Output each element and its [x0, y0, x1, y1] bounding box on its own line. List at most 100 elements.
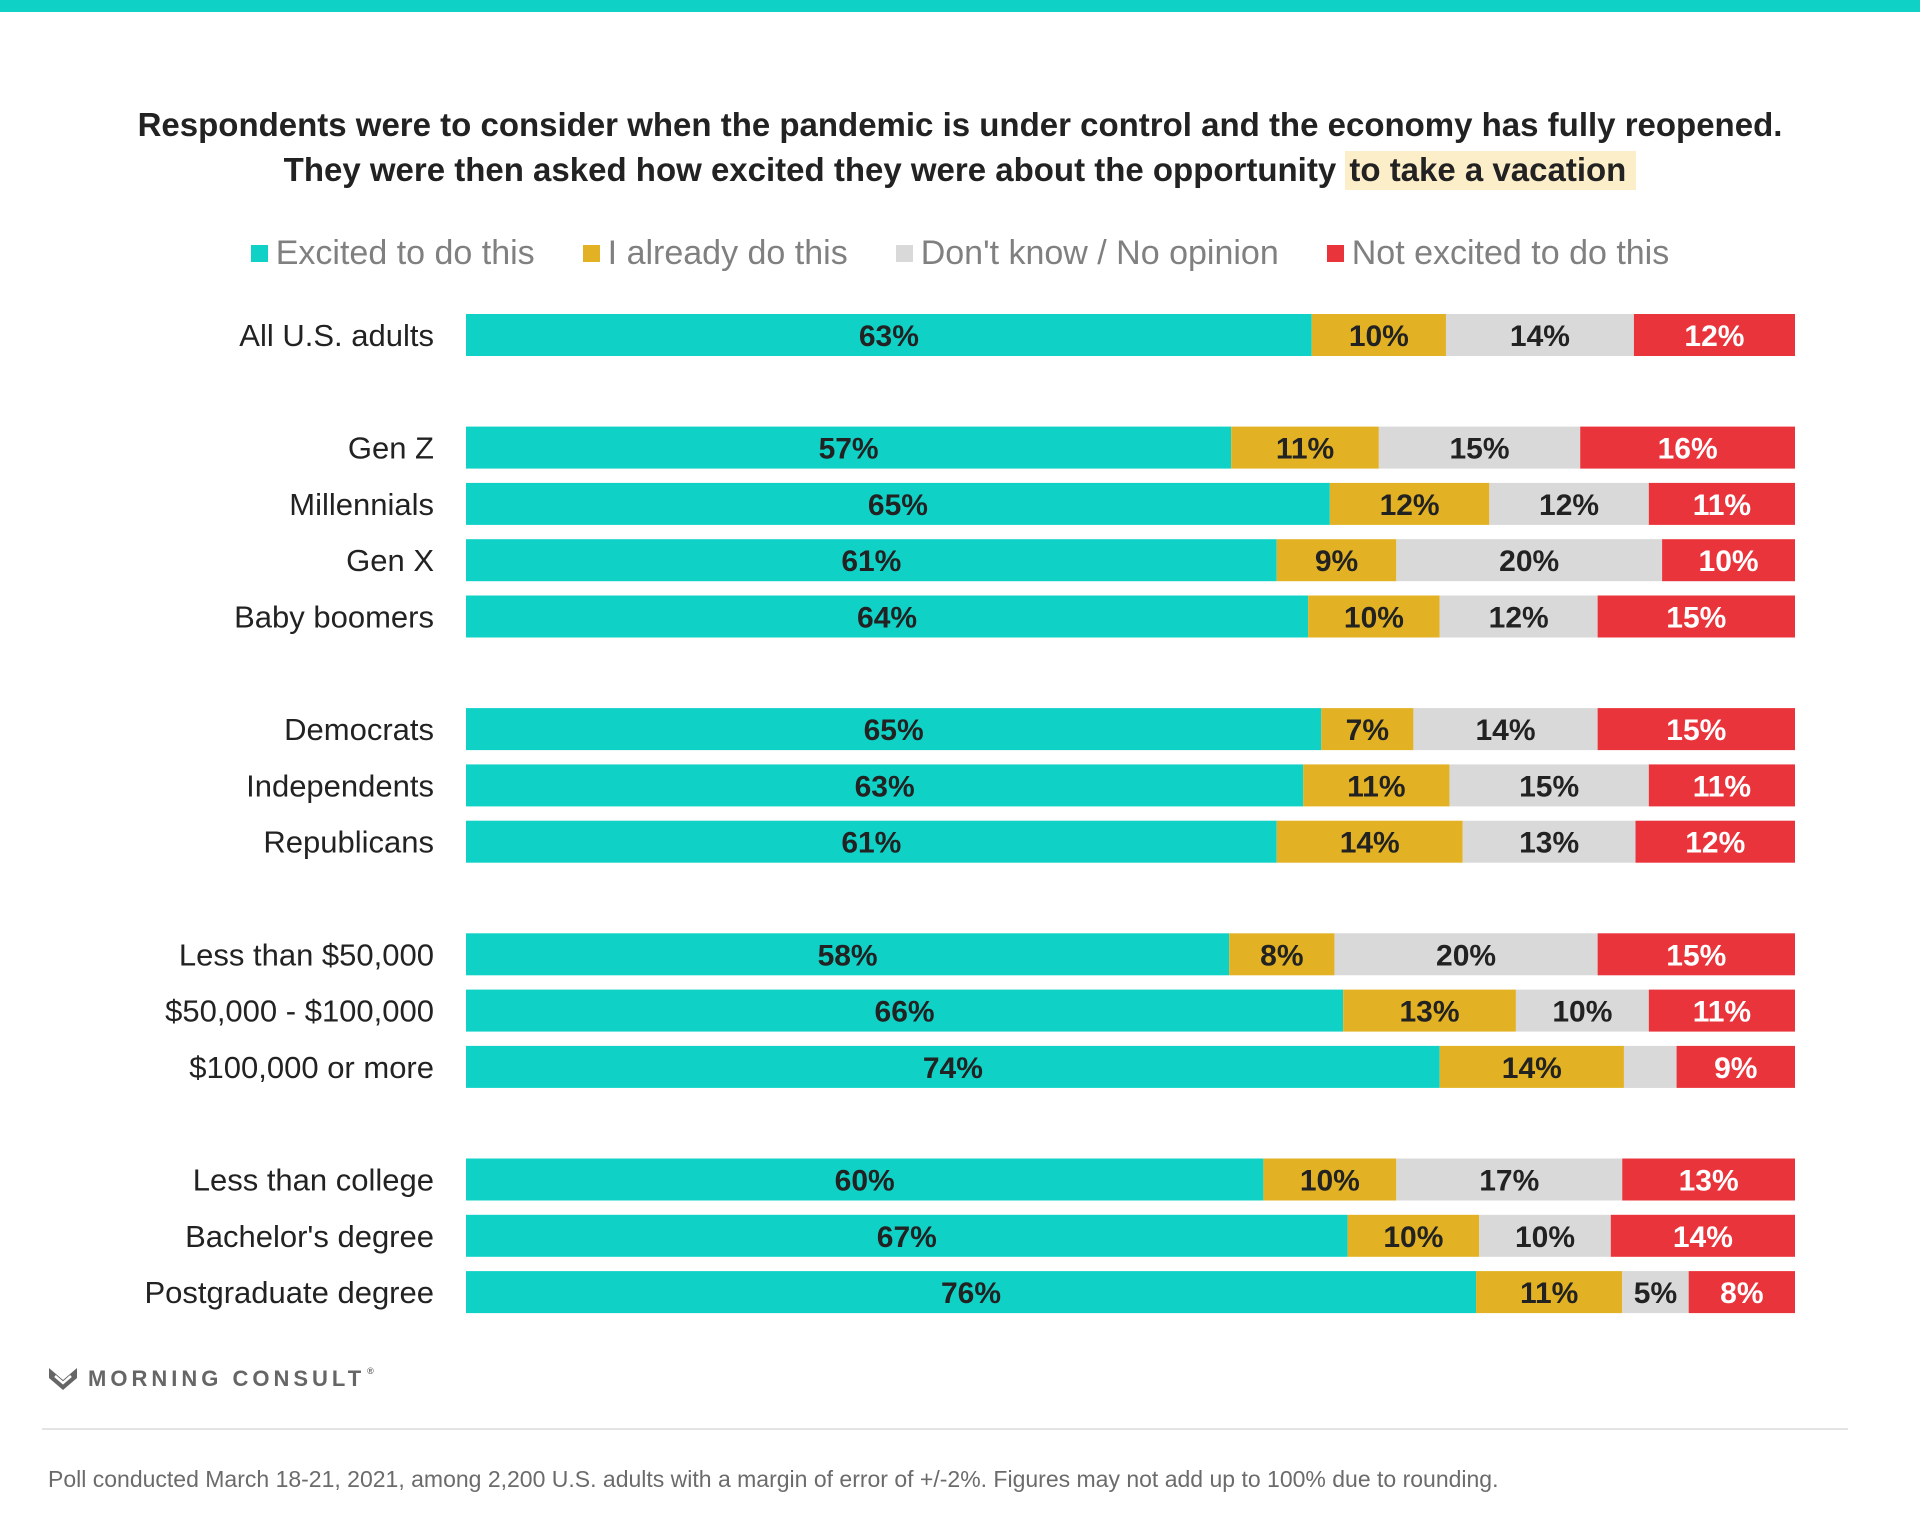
data-label: 12% — [1684, 320, 1744, 353]
legend-item-not-excited: Not excited to do this — [1326, 234, 1669, 273]
data-label: 63% — [855, 770, 915, 803]
bar-segment-i-already-do-this — [1263, 1158, 1397, 1201]
data-label: 14% — [1340, 827, 1400, 860]
category-label: Postgraduate degree — [144, 1275, 434, 1310]
category-label: Gen Z — [348, 431, 434, 466]
bar-segment-not-excited-to-do-this — [1648, 989, 1795, 1032]
data-label: 15% — [1450, 433, 1510, 466]
data-label: 65% — [868, 489, 928, 522]
data-label: 65% — [864, 714, 924, 747]
logo-wordmark: MORNING CONSULT — [88, 1366, 366, 1391]
bar-row-less-than-college: Less than college 60% 10% 17% 13% — [193, 1158, 1795, 1201]
data-label: 5% — [1634, 1277, 1677, 1310]
legend-swatch-already — [582, 245, 600, 262]
data-label: 17% — [1479, 1165, 1539, 1198]
data-label: 9% — [1315, 545, 1358, 578]
bar-segment-excited-to-do-this — [466, 314, 1312, 356]
bar-segment-excited-to-do-this — [466, 708, 1322, 751]
bar-segment-not-excited-to-do-this — [1676, 1045, 1795, 1088]
data-label: 10% — [1515, 1221, 1575, 1254]
bar-row-100-000-or-more: $100,000 or more 74% 14% 9% — [189, 1045, 1795, 1088]
bar-segment-don-t-know-no-opinion — [1445, 314, 1634, 356]
category-label: Baby boomers — [234, 600, 434, 635]
data-label: 11% — [1276, 433, 1334, 466]
category-label: $100,000 or more — [189, 1050, 434, 1085]
legend-label-excited: Excited to do this — [275, 234, 535, 272]
bar-segment-excited-to-do-this — [466, 764, 1304, 807]
logo-trademark: ® — [367, 1366, 374, 1376]
bar-row-millennials: Millennials 65% 12% 12% 11% — [289, 482, 1795, 525]
legend-swatch-dont-know — [895, 245, 913, 262]
bar-row-gen-x: Gen X 61% 9% 20% 10% — [346, 539, 1795, 582]
bar-segment-not-excited-to-do-this — [1580, 426, 1795, 469]
data-label: 13% — [1400, 996, 1460, 1029]
logo-text: MORNING CONSULT ® — [88, 1366, 374, 1392]
data-label: 8% — [1720, 1277, 1763, 1310]
data-label: 63% — [859, 320, 919, 353]
data-label: 11% — [1693, 489, 1751, 522]
legend-item-excited: Excited to do this — [250, 234, 535, 273]
bar-row-bachelor-s-degree: Bachelor's degree 67% 10% 10% 14% — [185, 1214, 1795, 1257]
bar-segment-excited-to-do-this — [466, 539, 1277, 582]
data-label: 67% — [877, 1221, 937, 1254]
data-label: 10% — [1344, 602, 1404, 635]
bar-segment-i-already-do-this — [1303, 764, 1450, 807]
bar-segment-excited-to-do-this — [466, 933, 1230, 976]
category-label: $50,000 - $100,000 — [165, 994, 434, 1029]
top-accent-bar — [0, 0, 1920, 12]
data-label: 8% — [1260, 939, 1303, 972]
legend-swatch-excited — [250, 245, 268, 262]
data-label: 14% — [1502, 1052, 1562, 1085]
bar-segment-not-excited-to-do-this — [1633, 314, 1795, 356]
bar-segment-don-t-know-no-opinion — [1462, 820, 1636, 863]
data-label: 14% — [1673, 1221, 1733, 1254]
morning-consult-logo: MORNING CONSULT ® — [48, 1366, 374, 1392]
bar-row-democrats: Democrats 65% 7% 14% 15% — [284, 708, 1795, 751]
bar-segment-excited-to-do-this — [466, 595, 1309, 638]
bar-row-postgraduate-degree: Postgraduate degree 76% 11% 5% 8% — [144, 1271, 1795, 1314]
bar-row-baby-boomers: Baby boomers 64% 10% 12% 15% — [234, 595, 1795, 638]
bar-segment-not-excited-to-do-this — [1648, 482, 1795, 525]
data-label: 11% — [1693, 770, 1751, 803]
bar-segment-not-excited-to-do-this — [1610, 1214, 1795, 1257]
chart-title: Respondents were to consider when the pa… — [0, 102, 1920, 192]
bar-segment-i-already-do-this — [1329, 482, 1490, 525]
data-label: 11% — [1520, 1277, 1578, 1310]
bar-row-all-u-s-adults: All U.S. adults 63% 10% 14% 12% — [239, 314, 1795, 356]
morning-consult-m-icon — [49, 1368, 77, 1390]
category-label: All U.S. adults — [239, 318, 434, 353]
bar-segment-not-excited-to-do-this — [1597, 595, 1795, 638]
category-label: Independents — [246, 768, 434, 803]
category-label: Less than $50,000 — [179, 937, 434, 972]
bar-segment-don-t-know-no-opinion — [1515, 989, 1649, 1032]
bar-segment-don-t-know-no-opinion — [1622, 1271, 1689, 1314]
data-label: 12% — [1380, 489, 1440, 522]
data-label: 14% — [1510, 320, 1570, 353]
data-label: 74% — [923, 1052, 983, 1085]
footer-divider — [42, 1428, 1848, 1430]
bar-segment-excited-to-do-this — [466, 1271, 1477, 1314]
bar-row-independents: Independents 63% 11% 15% 11% — [246, 764, 1795, 807]
data-label: 10% — [1552, 996, 1612, 1029]
bar-segment-i-already-do-this — [1321, 708, 1414, 751]
data-label: 15% — [1666, 714, 1726, 747]
bar-segment-i-already-do-this — [1229, 933, 1335, 976]
bar-segment-excited-to-do-this — [466, 989, 1344, 1032]
bar-segment-don-t-know-no-opinion — [1413, 708, 1598, 751]
bar-row-50-000-100-000: $50,000 - $100,000 66% 13% 10% 11% — [165, 989, 1795, 1032]
data-label: 11% — [1347, 770, 1405, 803]
data-label: 64% — [857, 602, 917, 635]
bar-segment-i-already-do-this — [1476, 1271, 1623, 1314]
bar-row-republicans: Republicans 61% 14% 13% 12% — [263, 820, 1795, 863]
bar-segment-not-excited-to-do-this — [1622, 1158, 1795, 1201]
data-label: 20% — [1436, 939, 1496, 972]
bar-segment-i-already-do-this — [1439, 1045, 1624, 1088]
bar-segment-i-already-do-this — [1231, 426, 1379, 469]
data-label: 76% — [941, 1277, 1001, 1310]
category-label: Republicans — [263, 825, 434, 860]
data-label: 10% — [1300, 1165, 1360, 1198]
bar-row-gen-z: Gen Z 57% 11% 15% 16% — [348, 426, 1795, 469]
stacked-bar-chart: All U.S. adults 63% 10% 14% 12% Gen Z 57% 11% 15… — [144, 314, 1795, 1314]
category-label: Bachelor's degree — [185, 1219, 434, 1254]
bar-segment-don-t-know-no-opinion — [1623, 1045, 1677, 1088]
